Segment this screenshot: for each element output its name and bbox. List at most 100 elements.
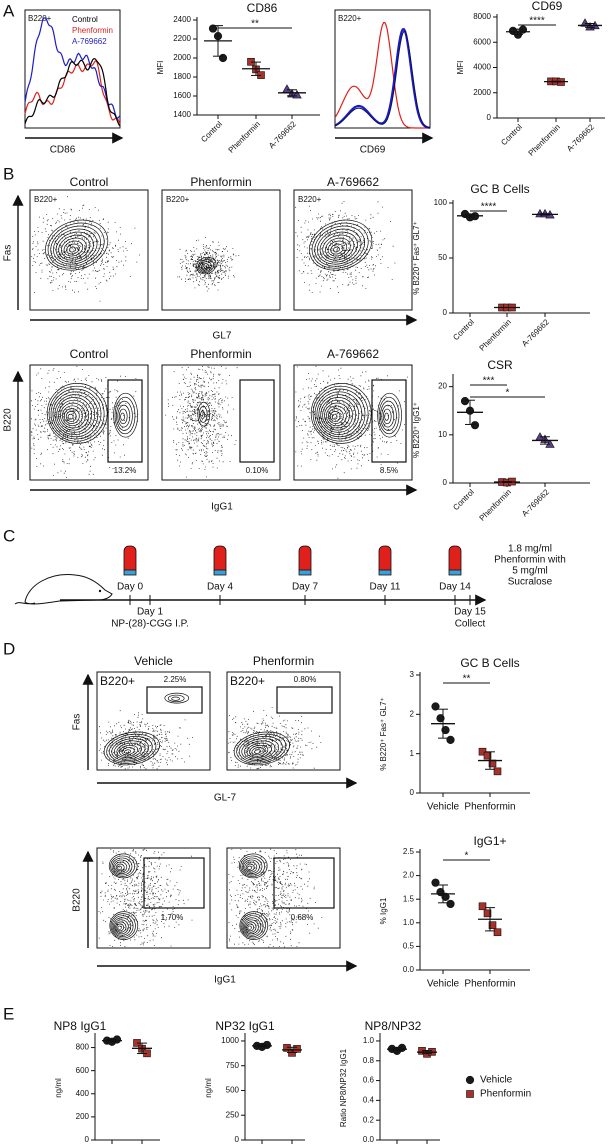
contour <box>118 408 128 425</box>
x-tick-label: Control <box>451 317 476 342</box>
contour <box>196 256 217 275</box>
y-tick-label: 0.6 <box>363 1076 375 1085</box>
contour <box>332 246 340 253</box>
y-axis-label: Ratio NP8/NP32 IgG1 <box>339 1048 348 1127</box>
contour <box>322 234 355 261</box>
tube-band <box>123 569 137 576</box>
contour <box>316 391 363 438</box>
contour <box>116 400 133 431</box>
contour <box>116 923 125 932</box>
gate-label: B220+ <box>100 674 135 688</box>
contour <box>117 925 122 930</box>
contour <box>50 225 101 267</box>
y-tick-label: 0 <box>85 1135 90 1144</box>
column-title: Phenformin <box>190 175 251 189</box>
contour <box>245 921 257 933</box>
y-tick-label: 6000 <box>473 37 491 46</box>
events <box>295 201 396 293</box>
chart-title: NP8/NP32 <box>365 1019 422 1033</box>
data-point <box>446 899 455 909</box>
contour <box>240 913 266 939</box>
contour <box>310 383 372 444</box>
day-label: Day 0 <box>117 582 144 593</box>
contour <box>109 911 139 940</box>
contour <box>246 742 272 759</box>
contour <box>326 405 347 427</box>
panel-label: B <box>3 164 14 183</box>
y-tick-label: 1.0 <box>363 1036 375 1045</box>
y-tick-label: 500 <box>226 1086 240 1095</box>
panel-label: E <box>3 1004 14 1023</box>
x-tick-label: Control <box>499 122 524 147</box>
contour <box>117 865 122 870</box>
contour <box>233 731 290 766</box>
y-tick-label: 20 <box>438 382 447 391</box>
contour <box>113 392 138 438</box>
x-tick-label: A-769662 <box>267 119 298 150</box>
contour <box>110 855 135 877</box>
contour <box>239 911 269 940</box>
contour <box>124 749 131 754</box>
legend-entry: Control <box>72 15 98 24</box>
panel-label: A <box>3 1 15 20</box>
contour <box>164 692 190 704</box>
y-tick-label: 1400 <box>173 110 191 119</box>
y-axis-label: MFI <box>456 61 465 75</box>
contour <box>119 744 139 757</box>
contour <box>53 228 98 265</box>
contour <box>114 919 129 935</box>
histogram-curve <box>24 57 121 127</box>
contour <box>314 225 365 267</box>
axis-label: IgG1 <box>214 975 236 986</box>
contour <box>112 917 132 936</box>
y-axis-label: % B220⁺ Fas⁺ GL7⁺ <box>379 697 388 771</box>
contour <box>245 863 255 872</box>
significance-label: * <box>465 851 469 862</box>
data-point <box>436 714 445 723</box>
x-tick-label: Vehicle <box>427 802 460 813</box>
contour <box>111 857 133 876</box>
contour <box>382 408 392 425</box>
contour <box>243 859 260 875</box>
data-point <box>488 921 497 929</box>
significance-label: ** <box>251 19 259 30</box>
gate-percent: 8.5% <box>380 466 398 475</box>
histogram-curve <box>334 27 431 129</box>
gate-label: B220+ <box>28 14 52 23</box>
significance-label: **** <box>529 16 545 27</box>
y-tick-label: 100 <box>434 198 448 207</box>
x-tick-label: Phenformin <box>464 979 515 990</box>
contour <box>311 222 369 269</box>
day-label: Day 7 <box>292 582 319 593</box>
y-tick-label: 2000 <box>173 53 191 62</box>
treatment-text: 5 mg/ml <box>512 566 548 577</box>
contour <box>384 412 389 421</box>
gate-label: B220+ <box>298 195 322 204</box>
contour <box>320 397 357 433</box>
contour <box>247 925 252 930</box>
contour <box>247 865 252 870</box>
column-title: Vehicle <box>134 654 173 668</box>
legend-entry: A-769662 <box>72 37 107 46</box>
contour <box>251 747 265 756</box>
tube-band <box>378 569 392 576</box>
gate-percent: 0.80% <box>294 675 317 684</box>
x-tick-label: Vehicle <box>427 979 460 990</box>
contour <box>238 853 268 879</box>
contour <box>54 394 96 435</box>
contour <box>309 219 373 271</box>
y-tick-label: 750 <box>226 1061 240 1070</box>
axis-label: GL-7 <box>214 793 237 804</box>
contour <box>63 240 84 257</box>
y-axis-label: % B220⁺ IgG1⁺ <box>412 402 421 458</box>
y-tick-label: 2.0 <box>403 871 415 880</box>
y-tick-label: 0 <box>410 788 415 797</box>
contour <box>115 921 127 933</box>
flow-frame <box>96 847 211 949</box>
contour <box>331 413 338 420</box>
column-title: Phenformin <box>253 654 314 668</box>
contour <box>197 259 215 274</box>
contour <box>108 853 138 879</box>
y-tick-label: 10 <box>438 430 447 439</box>
